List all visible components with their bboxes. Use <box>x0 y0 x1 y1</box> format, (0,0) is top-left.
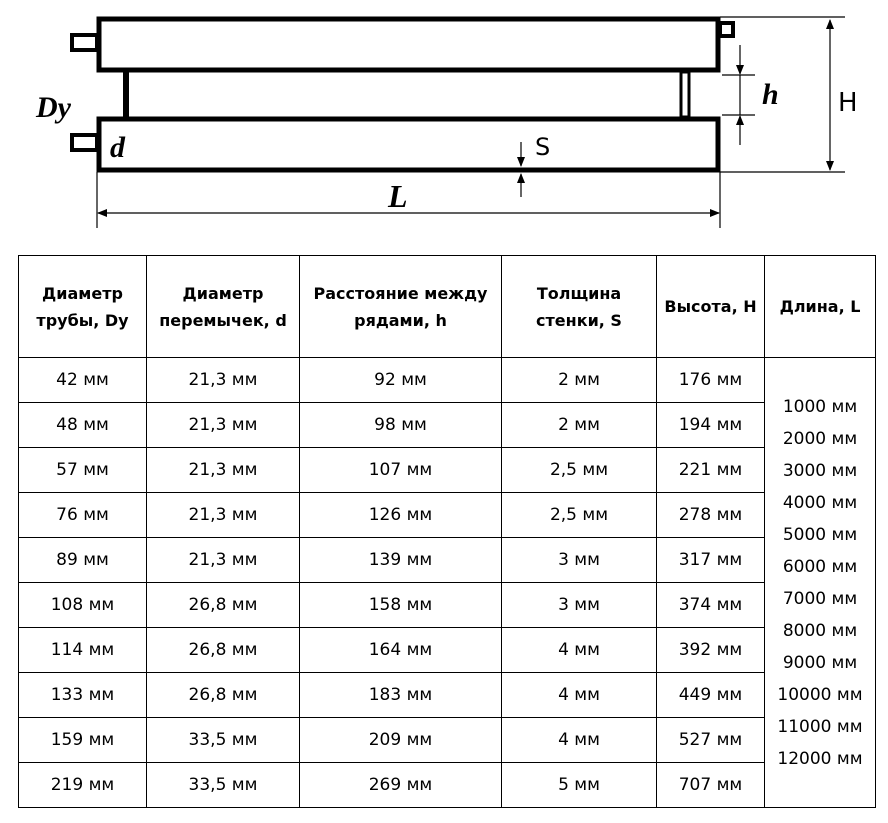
table-row: 57 мм 21,3 мм 107 мм 2,5 мм 221 мм <box>18 447 876 493</box>
cell-row-distance: 269 мм <box>299 762 502 808</box>
cell-row-distance: 139 мм <box>299 537 502 583</box>
length-option: 11000 мм <box>777 716 863 737</box>
header-length: Длина, L <box>764 255 876 358</box>
right-jumper <box>679 70 691 119</box>
header-row-distance: Расстояние между рядами, h <box>299 255 502 358</box>
cell-height: 194 мм <box>656 402 765 448</box>
table-row: 219 мм 33,5 мм 269 мм 5 мм 707 мм <box>18 762 876 808</box>
cell-row-distance: 92 мм <box>299 357 502 403</box>
table-row: 159 мм 33,5 мм 209 мм 4 мм 527 мм <box>18 717 876 763</box>
cell-jumper-diameter: 21,3 мм <box>146 537 300 583</box>
table-row: 76 мм 21,3 мм 126 мм 2,5 мм 278 мм <box>18 492 876 538</box>
cell-diameter: 57 мм <box>18 447 147 493</box>
cell-jumper-diameter: 21,3 мм <box>146 447 300 493</box>
top-pipe <box>96 16 721 73</box>
length-option: 8000 мм <box>782 620 858 641</box>
label-d: d <box>110 131 126 164</box>
cell-row-distance: 183 мм <box>299 672 502 718</box>
length-option: 6000 мм <box>782 556 858 577</box>
cell-height: 317 мм <box>656 537 765 583</box>
cell-wall-thickness: 2 мм <box>501 357 657 403</box>
cell-height: 221 мм <box>656 447 765 493</box>
cell-wall-thickness: 3 мм <box>501 537 657 583</box>
cell-diameter: 48 мм <box>18 402 147 448</box>
label-S: S <box>535 133 550 161</box>
length-option: 5000 мм <box>782 524 858 545</box>
cell-wall-thickness: 2 мм <box>501 402 657 448</box>
cell-wall-thickness: 4 мм <box>501 717 657 763</box>
register-diagram: Dy d S h H L <box>35 16 858 228</box>
table-row: 42 мм 21,3 мм 92 мм 2 мм 176 мм 1000 мм 2000 м… <box>18 357 876 808</box>
cell-row-distance: 158 мм <box>299 582 502 628</box>
cell-row-distance: 164 мм <box>299 627 502 673</box>
table-row: 48 мм 21,3 мм 98 мм 2 мм 194 мм <box>18 402 876 448</box>
length-option: 12000 мм <box>777 748 863 769</box>
cell-wall-thickness: 3 мм <box>501 582 657 628</box>
cell-diameter: 89 мм <box>18 537 147 583</box>
header-wall-thickness: Толщина стенки, S <box>501 255 657 358</box>
cell-wall-thickness: 4 мм <box>501 672 657 718</box>
header-row: Диаметр трубы, Dy Диаметр перемычек, d Р… <box>18 255 876 358</box>
bottom-pipe <box>96 116 721 173</box>
header-diameter: Диаметр трубы, Dy <box>18 255 147 358</box>
header-height: Высота, H <box>656 255 765 358</box>
length-option: 1000 мм <box>782 396 858 417</box>
cell-height: 278 мм <box>656 492 765 538</box>
cell-height: 449 мм <box>656 672 765 718</box>
label-Dy: Dy <box>35 91 72 124</box>
cell-diameter: 219 мм <box>18 762 147 808</box>
cell-jumper-diameter: 26,8 мм <box>146 672 300 718</box>
cell-diameter: 133 мм <box>18 672 147 718</box>
cell-jumper-diameter: 21,3 мм <box>146 402 300 448</box>
table-row: 114 мм 26,8 мм 164 мм 4 мм 392 мм <box>18 627 876 673</box>
cell-jumper-diameter: 33,5 мм <box>146 762 300 808</box>
cell-jumper-diameter: 26,8 мм <box>146 627 300 673</box>
dimension-lines <box>96 16 845 228</box>
table-row: 133 мм 26,8 мм 183 мм 4 мм 449 мм <box>18 672 876 718</box>
length-option: 2000 мм <box>782 428 858 449</box>
nozzles <box>70 21 735 152</box>
cell-lengths: 1000 мм 2000 мм 3000 мм 4000 мм 5000 мм 6000 … <box>764 357 876 808</box>
cell-height: 527 мм <box>656 717 765 763</box>
label-H: H <box>838 88 858 118</box>
cell-height: 392 мм <box>656 627 765 673</box>
cell-wall-thickness: 2,5 мм <box>501 447 657 493</box>
length-option: 10000 мм <box>777 684 863 705</box>
cell-height: 176 мм <box>656 357 765 403</box>
pipes <box>96 16 721 173</box>
label-L: L <box>387 178 408 214</box>
cell-row-distance: 98 мм <box>299 402 502 448</box>
dimensions-table: Диаметр трубы, Dy Диаметр перемычек, d Р… <box>18 255 876 808</box>
cell-row-distance: 126 мм <box>299 492 502 538</box>
length-option: 9000 мм <box>782 652 858 673</box>
table-row: 89 мм 21,3 мм 139 мм 3 мм 317 мм <box>18 537 876 583</box>
cell-jumper-diameter: 33,5 мм <box>146 717 300 763</box>
cell-jumper-diameter: 26,8 мм <box>146 582 300 628</box>
table-row: 108 мм 26,8 мм 158 мм 3 мм 374 мм <box>18 582 876 628</box>
cell-diameter: 159 мм <box>18 717 147 763</box>
length-option: 4000 мм <box>782 492 858 513</box>
header-jumper-diameter: Диаметр перемычек, d <box>146 255 300 358</box>
length-option: 7000 мм <box>782 588 858 609</box>
cell-wall-thickness: 2,5 мм <box>501 492 657 538</box>
label-h: h <box>762 78 779 111</box>
length-option: 3000 мм <box>782 460 858 481</box>
cell-diameter: 42 мм <box>18 357 147 403</box>
cell-wall-thickness: 5 мм <box>501 762 657 808</box>
cell-row-distance: 107 мм <box>299 447 502 493</box>
cell-diameter: 76 мм <box>18 492 147 538</box>
cell-height: 374 мм <box>656 582 765 628</box>
cell-jumper-diameter: 21,3 мм <box>146 357 300 403</box>
cell-wall-thickness: 4 мм <box>501 627 657 673</box>
cell-jumper-diameter: 21,3 мм <box>146 492 300 538</box>
cell-row-distance: 209 мм <box>299 717 502 763</box>
cell-diameter: 114 мм <box>18 627 147 673</box>
cell-diameter: 108 мм <box>18 582 147 628</box>
cell-height: 707 мм <box>656 762 765 808</box>
